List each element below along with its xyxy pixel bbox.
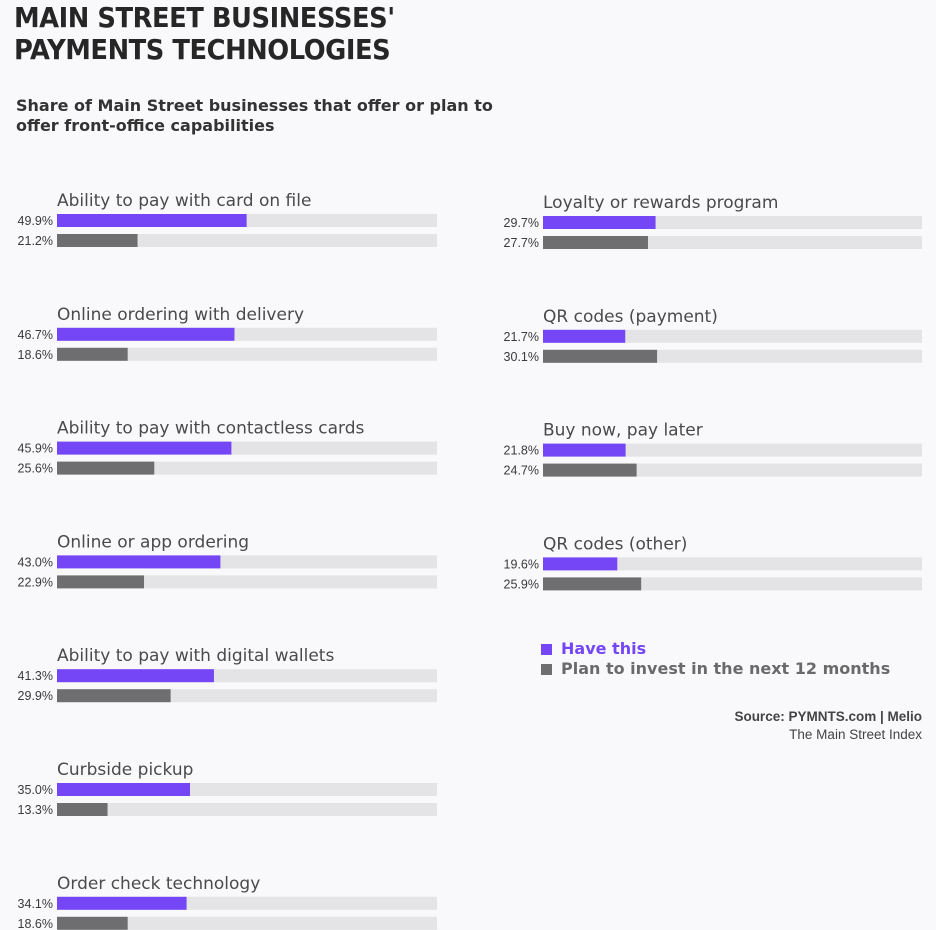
plan-bar-curbside-pickup <box>57 803 108 816</box>
source-note: Source: PYMNTS.com | Melio The Main Stre… <box>734 708 922 744</box>
have-bar-qr-codes-other <box>543 557 618 571</box>
legend-swatch-have <box>541 643 552 655</box>
plan-value-ability-to-pay-with-digital-wallets: 29.9% <box>18 689 53 703</box>
plan-track-curbside-pickup <box>57 803 437 816</box>
category-label-buy-now-pay-later: Buy now, pay later <box>543 421 703 441</box>
have-value-order-check-technology: 34.1% <box>18 897 53 911</box>
bar-group-qr-codes-other: QR codes (other) 19.6% 25.9% <box>504 534 922 591</box>
plan-bar-qr-codes-payment <box>543 349 658 363</box>
plan-bar-ability-to-pay-with-card-on-file <box>57 234 138 247</box>
plan-track-online-or-app-ordering <box>57 575 437 589</box>
plan-value-ability-to-pay-with-card-on-file: 21.2% <box>18 234 53 248</box>
plan-bar-online-ordering-with-delivery <box>57 347 128 361</box>
legend-item-plan: Plan to invest in the next 12 months <box>541 659 890 679</box>
chart-subtitle-line-2: offer front-office capabilities <box>16 116 275 135</box>
category-label-qr-codes-payment: QR codes (payment) <box>543 307 718 327</box>
bar-group-ability-to-pay-with-contactless-cards: Ability to pay with contactless cards 45.… <box>18 419 437 476</box>
plan-track-ability-to-pay-with-card-on-file <box>57 234 437 247</box>
have-bar-online-or-app-ordering <box>57 555 221 569</box>
plan-value-ability-to-pay-with-contactless-cards: 25.6% <box>18 462 53 476</box>
plan-value-loyalty-or-rewards-program: 27.7% <box>504 236 539 250</box>
bar-group-curbside-pickup: Curbside pickup 35.0% 13.3% <box>18 760 437 817</box>
bar-group-ability-to-pay-with-digital-wallets: Ability to pay with digital wallets 41.3%… <box>18 646 437 703</box>
plan-track-order-check-technology <box>57 916 437 930</box>
bar-group-buy-now-pay-later: Buy now, pay later 21.8% 24.7% <box>504 421 922 478</box>
legend-swatch-plan <box>541 663 552 675</box>
have-bar-buy-now-pay-later <box>543 443 626 457</box>
category-label-qr-codes-other: QR codes (other) <box>543 534 687 554</box>
plan-value-qr-codes-other: 25.9% <box>504 577 539 591</box>
legend-label-have: Have this <box>561 639 647 658</box>
source-line: Source: PYMNTS.com | Melio <box>734 709 922 724</box>
category-label-order-check-technology: Order check technology <box>57 874 260 894</box>
have-value-buy-now-pay-later: 21.8% <box>504 444 539 458</box>
have-bar-ability-to-pay-with-card-on-file <box>57 214 247 227</box>
have-value-qr-codes-payment: 21.7% <box>504 330 539 344</box>
category-label-loyalty-or-rewards-program: Loyalty or rewards program <box>543 193 778 213</box>
plan-value-order-check-technology: 18.6% <box>18 917 53 930</box>
plan-value-online-ordering-with-delivery: 18.6% <box>18 348 53 362</box>
have-bar-ability-to-pay-with-digital-wallets <box>57 669 214 683</box>
have-bar-online-ordering-with-delivery <box>57 327 235 341</box>
have-value-curbside-pickup: 35.0% <box>18 783 53 797</box>
have-track-qr-codes-payment <box>543 329 922 343</box>
chart-subtitle-line-1: Share of Main Street businesses that off… <box>16 96 493 115</box>
plan-bar-online-or-app-ordering <box>57 575 145 589</box>
plan-bar-loyalty-or-rewards-program <box>543 236 648 249</box>
have-bar-order-check-technology <box>57 896 187 910</box>
plan-bar-ability-to-pay-with-contactless-cards <box>57 461 155 475</box>
category-label-online-ordering-with-delivery: Online ordering with delivery <box>57 305 304 325</box>
plan-bar-ability-to-pay-with-digital-wallets <box>57 689 171 703</box>
have-track-qr-codes-other <box>543 557 922 571</box>
plan-value-online-or-app-ordering: 22.9% <box>18 575 53 589</box>
category-label-ability-to-pay-with-card-on-file: Ability to pay with card on file <box>57 191 311 211</box>
plan-value-buy-now-pay-later: 24.7% <box>504 464 539 478</box>
category-label-ability-to-pay-with-digital-wallets: Ability to pay with digital wallets <box>57 646 334 666</box>
chart-subtitle: Share of Main Street businesses that off… <box>16 96 516 136</box>
plan-value-qr-codes-payment: 30.1% <box>504 350 539 364</box>
have-value-loyalty-or-rewards-program: 29.7% <box>504 216 539 230</box>
bar-group-qr-codes-payment: QR codes (payment) 21.7% 30.1% <box>504 307 922 364</box>
bar-group-ability-to-pay-with-card-on-file: Ability to pay with card on file 49.9% 21.… <box>18 191 437 248</box>
have-value-online-ordering-with-delivery: 46.7% <box>18 328 53 342</box>
have-bar-qr-codes-payment <box>543 329 626 343</box>
plan-bar-qr-codes-other <box>543 577 642 591</box>
plan-value-curbside-pickup: 13.3% <box>18 803 53 817</box>
chart-title-line-2: PAYMENTS TECHNOLOGIES <box>14 33 391 66</box>
have-value-qr-codes-other: 19.6% <box>504 557 539 571</box>
have-bar-loyalty-or-rewards-program <box>543 216 656 229</box>
have-value-ability-to-pay-with-digital-wallets: 41.3% <box>18 669 53 683</box>
legend-label-plan: Plan to invest in the next 12 months <box>561 659 891 678</box>
have-track-buy-now-pay-later <box>543 443 922 457</box>
plan-bar-buy-now-pay-later <box>543 463 637 477</box>
plan-track-online-ordering-with-delivery <box>57 347 437 361</box>
have-bar-curbside-pickup <box>57 783 190 796</box>
category-label-ability-to-pay-with-contactless-cards: Ability to pay with contactless cards <box>57 419 364 439</box>
legend: Have this Plan to invest in the next 12 … <box>541 639 890 679</box>
bar-group-online-or-app-ordering: Online or app ordering 43.0% 22.9% <box>18 532 437 589</box>
category-label-online-or-app-ordering: Online or app ordering <box>57 532 249 552</box>
legend-item-have: Have this <box>541 639 890 659</box>
category-label-curbside-pickup: Curbside pickup <box>57 760 193 780</box>
index-line: The Main Street Index <box>789 727 922 742</box>
bar-group-loyalty-or-rewards-program: Loyalty or rewards program 29.7% 27.7% <box>504 193 922 250</box>
chart-title-line-1: MAIN STREET BUSINESSES' <box>14 1 395 34</box>
bar-group-online-ordering-with-delivery: Online ordering with delivery 46.7% 18.6% <box>18 305 437 362</box>
have-value-ability-to-pay-with-card-on-file: 49.9% <box>18 214 53 228</box>
bar-group-order-check-technology: Order check technology 34.1% 18.6% <box>18 874 437 930</box>
have-value-online-or-app-ordering: 43.0% <box>18 555 53 569</box>
plan-bar-order-check-technology <box>57 916 128 930</box>
have-bar-ability-to-pay-with-contactless-cards <box>57 441 232 455</box>
chart-title: MAIN STREET BUSINESSES' PAYMENTS TECHNOL… <box>14 2 395 66</box>
have-value-ability-to-pay-with-contactless-cards: 45.9% <box>18 442 53 456</box>
plan-track-buy-now-pay-later <box>543 463 922 477</box>
